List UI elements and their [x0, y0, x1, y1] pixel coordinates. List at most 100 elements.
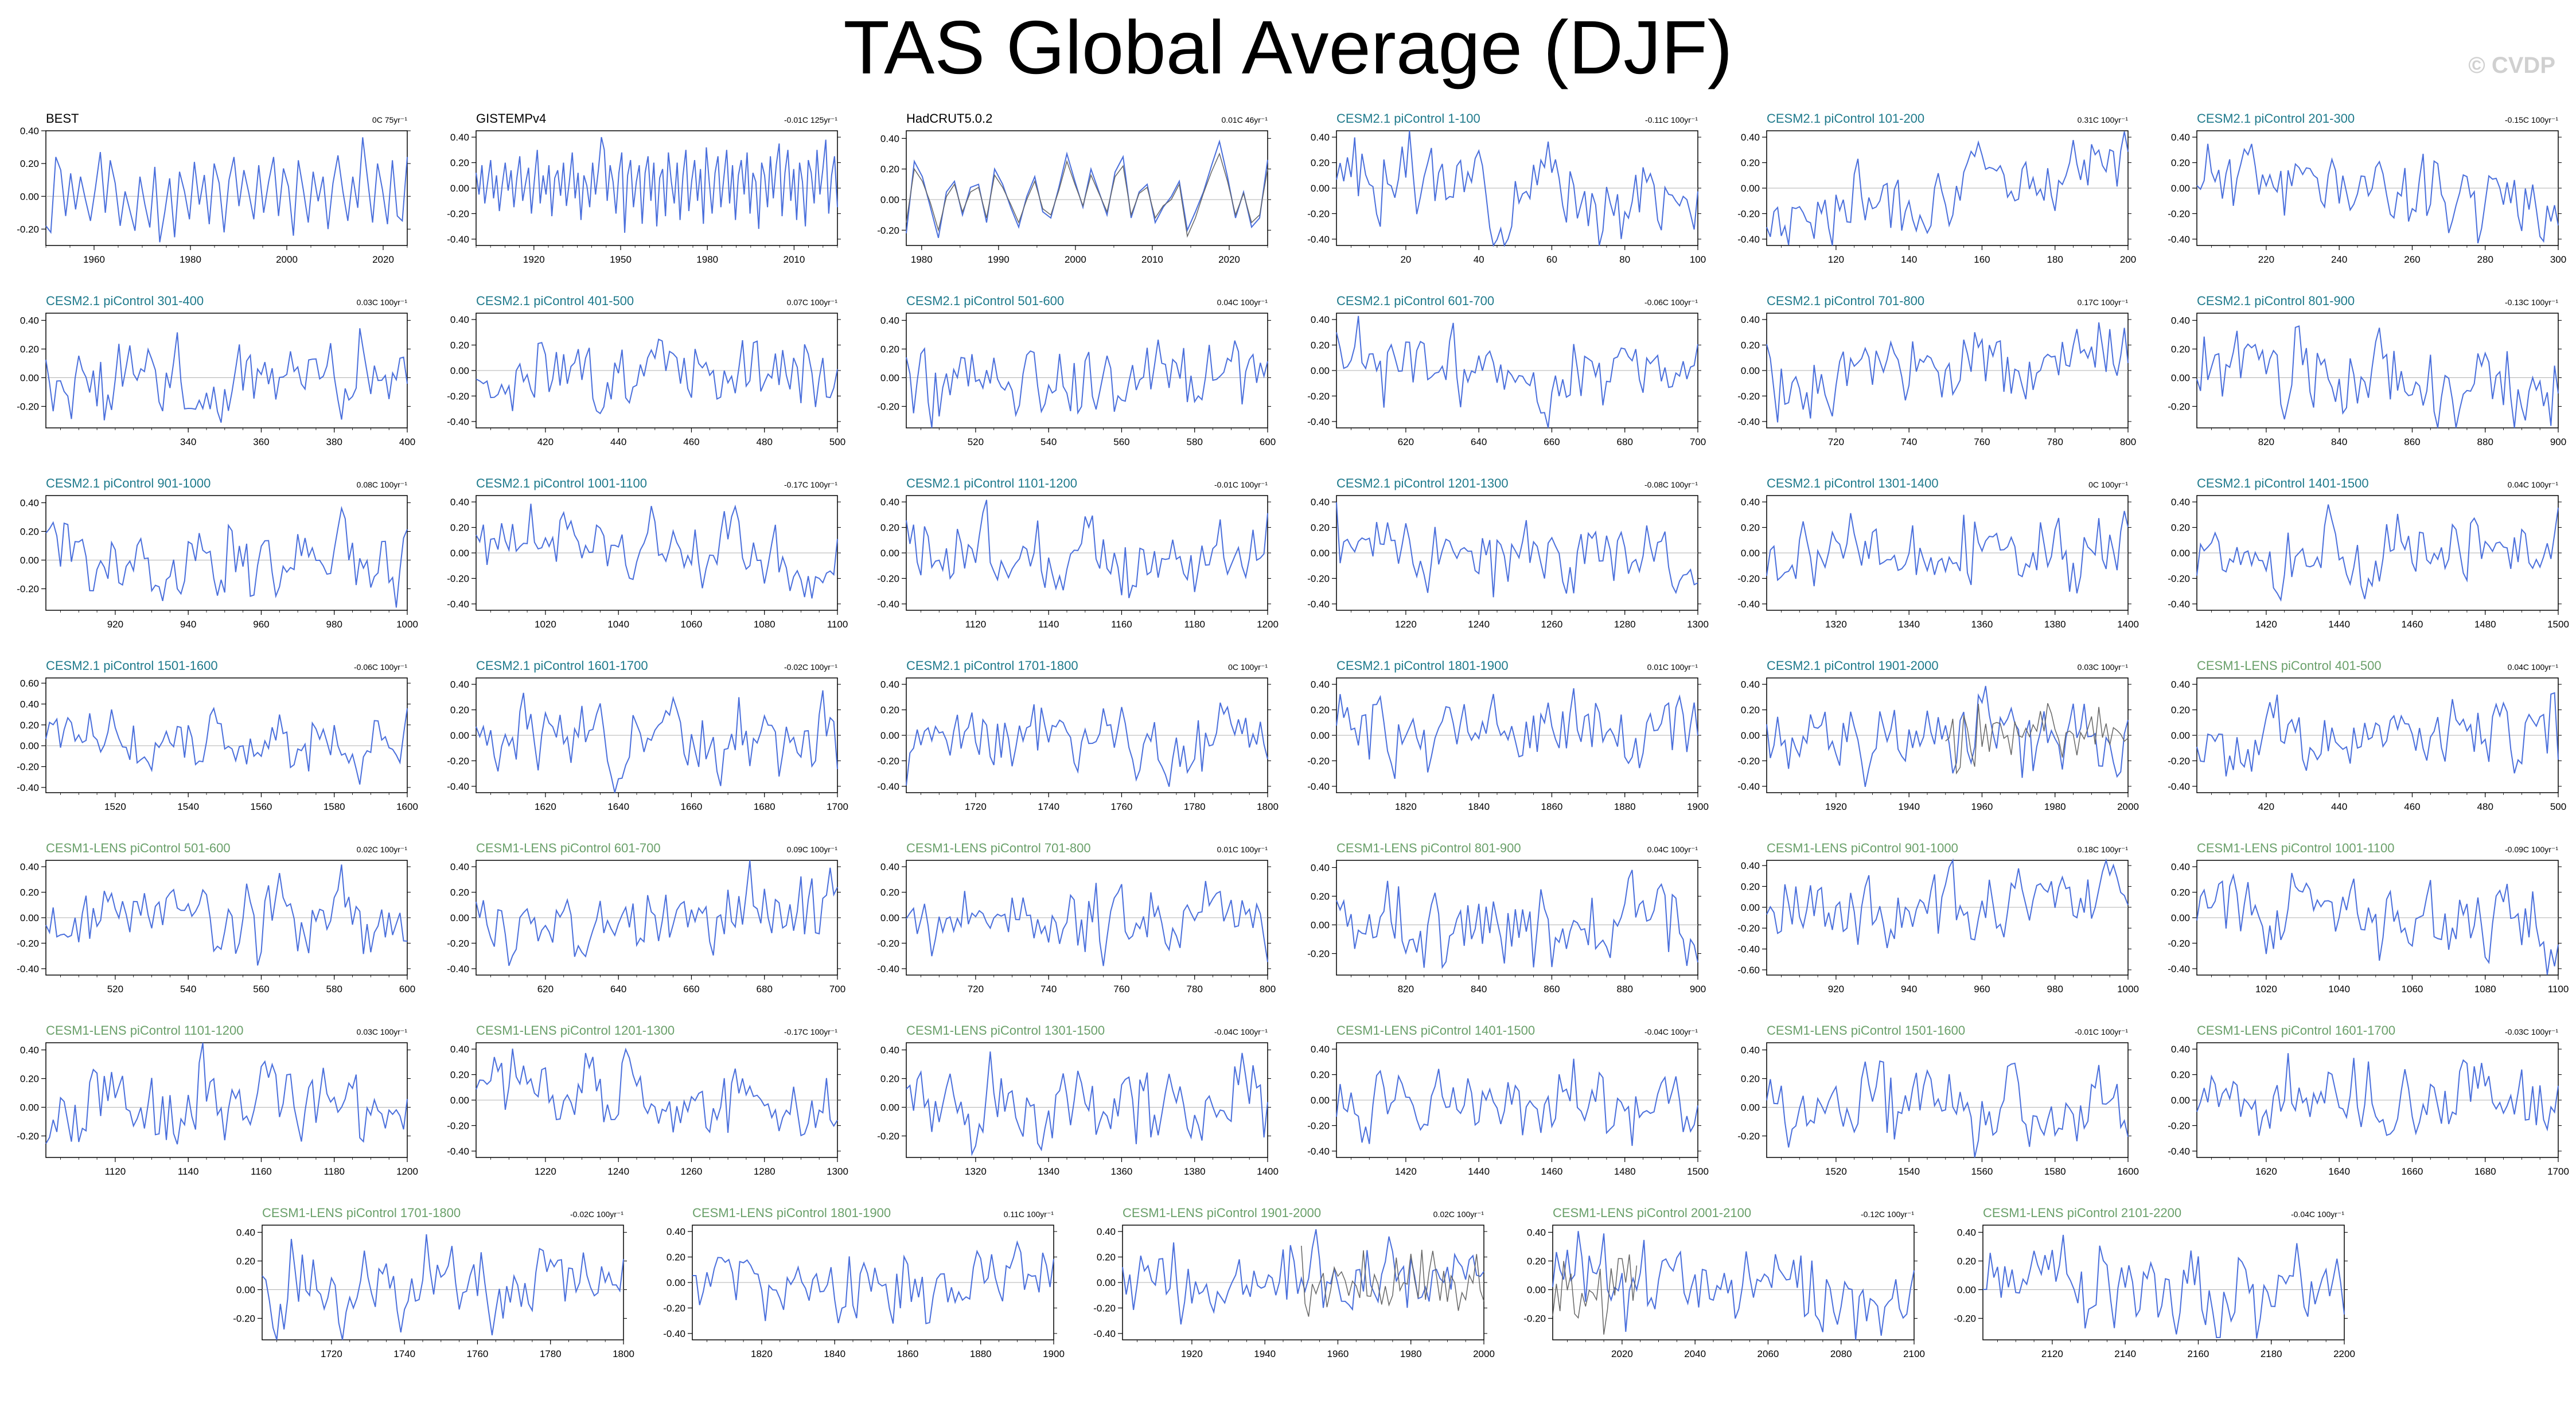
chart-panel: CESM1-LENS piControl 801-900 0.04C 100yr⁻…: [1307, 841, 1706, 995]
panel-trend: 0.11C 100yr⁻¹: [1004, 1210, 1054, 1219]
y-tick-label: 0.40: [2171, 1044, 2190, 1055]
y-tick-label: 0.40: [450, 314, 469, 325]
panel-trend: -0.01C 100yr⁻¹: [2075, 1027, 2128, 1036]
panel-trend: 0.04C 100yr⁻¹: [2508, 480, 2559, 489]
panel-title: CESM2.1 piControl 1801-1900: [1336, 658, 1509, 673]
x-tick-label: 700: [829, 984, 845, 995]
x-tick-label: 1140: [178, 1166, 199, 1177]
y-tick-label: -0.20: [877, 225, 899, 236]
x-tick-label: 1640: [2328, 1166, 2350, 1177]
chart-panel: CESM1-LENS piControl 2101-2200 -0.04C 100…: [1954, 1206, 2355, 1359]
x-tick-label: 920: [107, 619, 123, 630]
x-tick-label: 1480: [2474, 619, 2496, 630]
y-tick-label: 0.40: [20, 126, 39, 137]
y-tick-label: -0.40: [877, 781, 899, 792]
y-tick-label: -0.20: [2168, 401, 2190, 412]
x-tick-label: 800: [2120, 436, 2136, 447]
plot-frame: [906, 1042, 1268, 1158]
plot-frame: [1336, 860, 1698, 976]
panel-title: CESM2.1 piControl 1901-2000: [1767, 658, 1939, 673]
x-tick-label: 1280: [1614, 619, 1636, 630]
x-tick-label: 20: [1400, 254, 1411, 265]
x-tick-label: 1400: [2117, 619, 2139, 630]
y-tick-label: 0.20: [667, 1252, 685, 1263]
chart-panel: CESM2.1 piControl 1801-1900 0.01C 100yr⁻¹…: [1307, 658, 1709, 812]
y-tick-label: 0.20: [1311, 340, 1330, 351]
panel-title: CESM2.1 piControl 1501-1600: [46, 658, 218, 673]
y-tick-label: 0.40: [880, 315, 899, 326]
y-tick-label: -0.40: [1307, 599, 1330, 610]
x-tick-label: 1220: [535, 1166, 556, 1177]
x-tick-label: 1360: [1971, 619, 1993, 630]
x-tick-label: 1940: [1898, 801, 1920, 812]
x-tick-label: 1780: [1184, 801, 1206, 812]
x-tick-label: 1100: [2548, 984, 2569, 995]
x-tick-label: 940: [1901, 984, 1917, 995]
y-tick-label: 0.00: [1741, 183, 1760, 194]
y-tick-label: 0.00: [1741, 1102, 1760, 1113]
y-tick-label: 0.20: [1311, 705, 1330, 716]
x-tick-label: 640: [610, 984, 626, 995]
x-tick-label: 1820: [1395, 801, 1417, 812]
panel-title: CESM1-LENS piControl 1301-1500: [906, 1023, 1105, 1038]
chart-panel: BEST 0C 75yr⁻¹ 0.40 0.20 0.00 -0.20 1960 1980 20…: [17, 111, 411, 265]
series-line: [476, 860, 838, 966]
series-line: [476, 504, 838, 599]
x-tick-label: 1920: [523, 254, 545, 265]
x-tick-label: 2020: [1218, 254, 1240, 265]
series-line: [2196, 872, 2559, 975]
chart-panel: CESM1-LENS piControl 1801-1900 0.11C 100y…: [663, 1206, 1065, 1359]
y-tick-label: -0.20: [17, 762, 39, 773]
y-tick-label: -0.20: [1523, 1313, 1546, 1324]
panel-trend: -0.03C 100yr⁻¹: [2505, 1027, 2558, 1036]
x-tick-label: 1180: [1184, 619, 1205, 630]
x-tick-label: 1360: [1111, 1166, 1133, 1177]
panel-title: CESM1-LENS piControl 2101-2200: [1983, 1206, 2181, 1220]
y-tick-label: 0.00: [20, 555, 39, 566]
series-line: [2196, 325, 2559, 428]
x-tick-label: 1920: [1825, 801, 1847, 812]
y-tick-label: -0.40: [447, 781, 469, 792]
y-tick-label: 0.00: [20, 1102, 39, 1113]
y-tick-label: 0.20: [450, 705, 469, 716]
panel-title: CESM2.1 piControl 601-700: [1336, 294, 1494, 308]
y-tick-label: -0.20: [1307, 1120, 1330, 1131]
y-tick-label: 0.00: [20, 191, 39, 202]
y-tick-label: 0.40: [1741, 1045, 1760, 1056]
x-tick-label: 1600: [396, 801, 418, 812]
series-line: [45, 707, 408, 785]
x-tick-label: 980: [2047, 984, 2063, 995]
x-tick-label: 1500: [2547, 619, 2569, 630]
series-line: [906, 340, 1268, 428]
chart-panel: CESM2.1 piControl 901-1000 0.08C 100yr⁻¹ 0…: [17, 476, 418, 630]
panel-trend: -0.15C 100yr⁻¹: [2505, 115, 2558, 124]
panel-title: CESM1-LENS piControl 601-700: [476, 841, 661, 855]
chart-panel: CESM2.1 piControl 601-700 -0.06C 100yr⁻¹ 0…: [1307, 294, 1706, 447]
x-tick-label: 2000: [276, 254, 298, 265]
panel-title: CESM2.1 piControl 1-100: [1336, 111, 1480, 126]
y-tick-label: 0.40: [1741, 132, 1760, 143]
x-tick-label: 1980: [2044, 801, 2066, 812]
panel-trend: -0.12C 100yr⁻¹: [1861, 1210, 1914, 1219]
x-tick-label: 1500: [1687, 1166, 1709, 1177]
chart-panel: CESM2.1 piControl 301-400 0.03C 100yr⁻¹ 0.…: [17, 294, 415, 447]
y-tick-label: 0.20: [20, 527, 39, 537]
y-tick-label: 0.20: [20, 158, 39, 169]
x-tick-label: 560: [253, 984, 269, 995]
x-tick-label: 540: [180, 984, 196, 995]
panel-trend: -0.04C 100yr⁻¹: [2291, 1210, 2344, 1219]
series-line: [906, 500, 1268, 598]
x-tick-label: 400: [399, 436, 415, 447]
panel-title: CESM1-LENS piControl 1101-1200: [46, 1023, 243, 1038]
y-tick-label: 0.40: [667, 1226, 685, 1237]
y-tick-label: 0.00: [1311, 183, 1330, 194]
y-tick-label: -0.20: [17, 401, 39, 412]
chart-panel: CESM2.1 piControl 1901-2000 0.03C 100yr⁻¹…: [1737, 658, 2139, 812]
chart-panel: CESM2.1 piControl 101-200 0.31C 100yr⁻¹ 0.…: [1737, 111, 2136, 265]
plot-frame: [45, 130, 408, 246]
series-line: [1982, 1234, 2345, 1339]
y-tick-label: -0.20: [877, 401, 899, 412]
y-tick-label: 0.20: [20, 720, 39, 731]
panel-trend: 0.04C 100yr⁻¹: [2508, 662, 2559, 672]
x-tick-label: 1990: [988, 254, 1010, 265]
